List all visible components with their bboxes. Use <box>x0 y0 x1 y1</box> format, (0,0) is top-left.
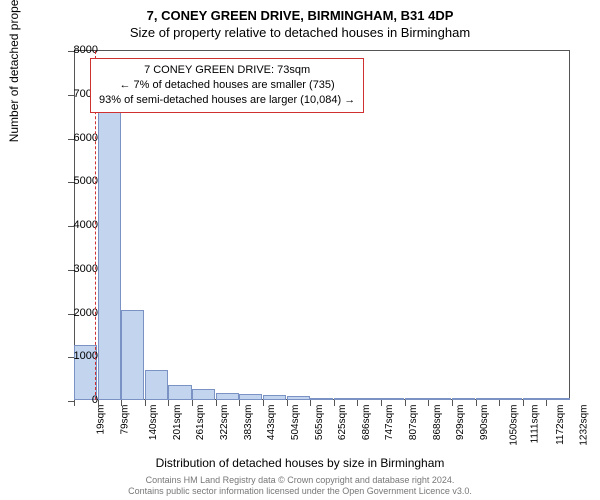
x-tick-label: 1232sqm <box>579 405 590 446</box>
annotation-line-3: 93% of semi-detached houses are larger (… <box>99 93 355 108</box>
histogram-bar <box>310 398 333 400</box>
histogram-bar <box>263 395 286 400</box>
y-axis-label: Number of detached properties <box>7 0 21 142</box>
x-tick <box>546 400 547 406</box>
histogram-bar <box>428 398 451 400</box>
histogram-bar <box>452 398 475 400</box>
x-tick-label: 747sqm <box>385 405 396 441</box>
subtitle: Size of property relative to detached ho… <box>10 25 590 42</box>
histogram-bar <box>357 398 380 400</box>
histogram-bar <box>98 111 121 400</box>
x-tick-label: 201sqm <box>172 405 183 441</box>
x-tick-label: 504sqm <box>290 405 301 441</box>
x-tick <box>121 400 122 406</box>
histogram-bar <box>121 310 144 400</box>
annotation-line-1: 7 CONEY GREEN DRIVE: 73sqm <box>99 63 355 78</box>
histogram-bar <box>192 389 215 400</box>
chart-container: 7, CONEY GREEN DRIVE, BIRMINGHAM, B31 4D… <box>0 0 600 500</box>
histogram-bar <box>145 370 168 400</box>
x-tick <box>310 400 311 406</box>
x-tick <box>428 400 429 406</box>
annotation-box: 7 CONEY GREEN DRIVE: 73sqm ← 7% of detac… <box>90 58 364 113</box>
x-tick <box>145 400 146 406</box>
x-tick <box>216 400 217 406</box>
x-tick <box>192 400 193 406</box>
x-tick-label: 1111sqm <box>530 405 541 444</box>
x-tick-label: 79sqm <box>119 405 130 435</box>
histogram-bar <box>476 398 499 400</box>
histogram-bar <box>168 385 191 400</box>
histogram-bar <box>405 398 428 400</box>
histogram-bar <box>334 398 357 400</box>
histogram-bar <box>546 398 569 400</box>
footnote: Contains HM Land Registry data © Crown c… <box>0 475 600 498</box>
histogram-bar <box>216 393 239 400</box>
x-tick <box>523 400 524 406</box>
x-tick <box>476 400 477 406</box>
x-tick-label: 322sqm <box>219 405 230 441</box>
address-title: 7, CONEY GREEN DRIVE, BIRMINGHAM, B31 4D… <box>10 8 590 25</box>
x-tick-label: 1050sqm <box>508 405 519 446</box>
footnote-line-1: Contains HM Land Registry data © Crown c… <box>0 475 600 487</box>
x-tick-label: 19sqm <box>96 405 107 435</box>
x-tick <box>452 400 453 406</box>
histogram-bar <box>239 394 262 400</box>
x-tick <box>334 400 335 406</box>
annotation-line-2: ← 7% of detached houses are smaller (735… <box>99 78 355 93</box>
x-tick <box>168 400 169 406</box>
x-tick-label: 261sqm <box>196 405 207 441</box>
x-tick <box>357 400 358 406</box>
x-tick-label: 686sqm <box>361 405 372 441</box>
x-tick-label: 990sqm <box>479 405 490 441</box>
histogram-bar <box>523 398 546 400</box>
x-tick <box>74 400 75 406</box>
x-tick-label: 443sqm <box>266 405 277 441</box>
histogram-bar <box>287 396 310 400</box>
x-tick-label: 1172sqm <box>555 405 566 445</box>
histogram-bar <box>381 398 404 400</box>
x-tick <box>381 400 382 406</box>
x-tick-label: 140sqm <box>148 405 159 441</box>
x-tick <box>239 400 240 406</box>
x-tick <box>499 400 500 406</box>
histogram-bar <box>499 398 522 400</box>
x-axis-label: Distribution of detached houses by size … <box>0 456 600 470</box>
x-tick-label: 929sqm <box>455 405 466 441</box>
x-tick-label: 625sqm <box>337 405 348 441</box>
x-tick-label: 383sqm <box>243 405 254 441</box>
x-tick-label: 565sqm <box>314 405 325 441</box>
footnote-line-2: Contains public sector information licen… <box>0 486 600 498</box>
x-tick <box>263 400 264 406</box>
x-tick <box>405 400 406 406</box>
x-tick-label: 807sqm <box>408 405 419 441</box>
x-tick-label: 868sqm <box>432 405 443 441</box>
x-tick <box>287 400 288 406</box>
